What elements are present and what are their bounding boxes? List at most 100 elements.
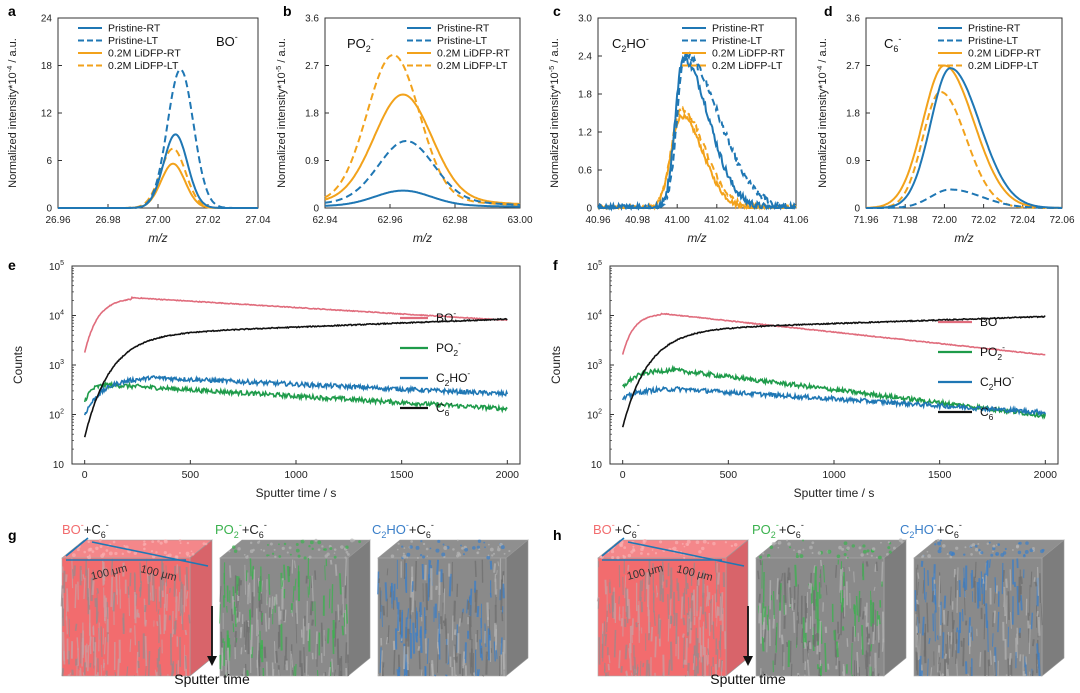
cube-texture [700, 645, 703, 663]
text-span: 2 [598, 409, 602, 416]
cube-speckle [851, 544, 856, 548]
y-tick-label: 0.6 [578, 166, 592, 177]
cube-texture [1036, 567, 1040, 596]
cube-texture [126, 666, 129, 677]
cube-speckle [314, 538, 318, 542]
cube-texture [62, 631, 66, 661]
cube-texture [74, 623, 78, 631]
cube-texture [985, 561, 988, 576]
cube-texture [382, 605, 386, 616]
cube-texture [427, 574, 430, 601]
cube-texture [385, 636, 389, 645]
text-span: PO [436, 341, 453, 355]
cube-texture [776, 578, 779, 600]
series-line-0-2m-lidfp-lt [324, 53, 520, 206]
cube-texture [874, 563, 877, 572]
cube-speckle [295, 543, 299, 547]
cube-speckle [185, 551, 190, 556]
cube-texture [840, 598, 845, 612]
cube-texture [144, 619, 147, 627]
cube-texture [692, 562, 696, 578]
cube-speckle [163, 539, 168, 544]
cube-texture [976, 581, 980, 609]
text-span: - [406, 520, 409, 530]
cube-texture [759, 559, 762, 566]
cube-texture [682, 592, 686, 615]
cube-texture [704, 611, 707, 629]
cube-texture [811, 603, 814, 636]
legend-label: BO- [980, 312, 1000, 329]
cube-texture [1030, 612, 1034, 630]
cube-speckle [500, 545, 505, 550]
cube-speckle [795, 554, 799, 559]
cube-label: BO-+C6- [62, 520, 109, 540]
cube-texture [962, 577, 966, 588]
cube-texture [683, 659, 687, 665]
text-span: 10 [587, 262, 599, 273]
text-span: 10 [49, 262, 61, 273]
cube-texture [758, 603, 762, 624]
cube-speckle [702, 539, 707, 544]
cube-texture [967, 673, 969, 677]
cube-texture [719, 625, 722, 651]
cube-texture [219, 604, 221, 624]
cube-speckle [333, 555, 337, 559]
cube-texture [919, 633, 921, 660]
cube-texture [478, 669, 480, 677]
cube-texture [673, 612, 676, 627]
cube-texture [242, 667, 246, 677]
cube-texture [86, 645, 90, 672]
panel-label: c [553, 3, 561, 19]
cube-texture [987, 659, 990, 677]
cube-speckle [483, 541, 486, 544]
cube-speckle [619, 543, 623, 547]
cube-side-face [505, 539, 529, 677]
cube-texture [311, 619, 314, 626]
cube-speckle [460, 544, 462, 547]
cube-speckle [345, 545, 349, 549]
cube-texture [178, 566, 182, 582]
cube-speckle [887, 546, 891, 550]
cube-speckle [457, 553, 462, 557]
cube-speckle [415, 545, 420, 550]
sputter-time-label: Sputter time [174, 671, 250, 687]
cube-speckle [443, 546, 448, 551]
text-span: C [884, 36, 893, 51]
cube-label: BO-+C6- [593, 520, 640, 540]
cube-texture [239, 626, 243, 639]
cube-speckle [937, 549, 942, 554]
cube-texture [485, 651, 488, 675]
x-tick-label: 40.96 [585, 215, 610, 226]
x-tick-label: 500 [182, 469, 200, 481]
y-tick-label: 103 [587, 359, 602, 372]
legend-label: Pristine-LT [437, 35, 488, 47]
y-tick-label: 0 [46, 204, 52, 215]
cube-texture [331, 658, 334, 673]
cube-speckle [1011, 549, 1014, 551]
text-span: - [106, 520, 109, 530]
cube-speckle [186, 541, 190, 545]
cube-texture [917, 604, 921, 624]
cube-texture [95, 674, 98, 677]
cube-texture [345, 642, 348, 664]
cube-texture [66, 588, 69, 612]
cube-speckle [695, 540, 700, 545]
cube-texture [988, 559, 991, 568]
cube-texture [103, 618, 106, 624]
series-line-pristine-rt [325, 189, 520, 208]
cube-texture [292, 586, 295, 603]
text-span: PO [752, 522, 771, 537]
cube-texture [608, 655, 611, 664]
cube-speckle [491, 554, 494, 557]
cube-texture [464, 642, 467, 664]
cube-speckle [880, 541, 882, 544]
cube-texture [273, 596, 276, 606]
cube-texture [114, 672, 117, 677]
cube-texture [644, 572, 647, 602]
series-line-c6- [83, 317, 508, 438]
cube-texture [839, 569, 843, 593]
cube-texture [796, 584, 799, 616]
text-span: - [467, 368, 470, 378]
cube-texture [500, 637, 503, 655]
